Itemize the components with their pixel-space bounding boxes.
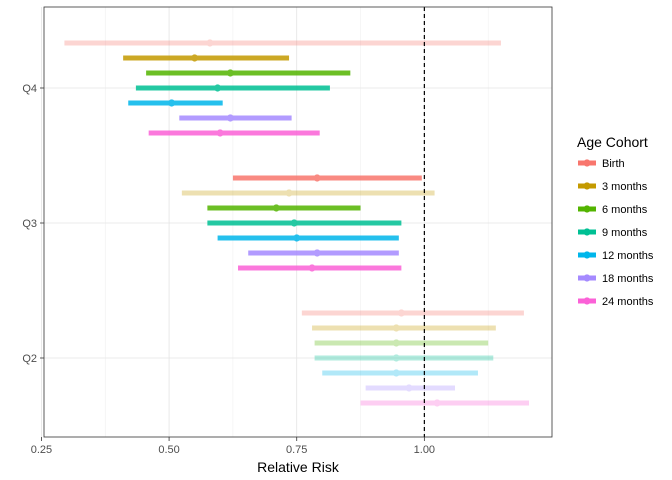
ci-24-months-q4 (148, 129, 320, 137)
ci-6-months-q4 (146, 69, 351, 77)
ci-24-months-q2 (360, 399, 530, 407)
estimate-point (206, 39, 214, 47)
estimate-point (308, 264, 316, 272)
x-tick-labels: 0.25 0.50 0.75 1.00 (31, 444, 435, 456)
legend-key-point (583, 274, 591, 282)
ci-9-months-q2 (314, 354, 494, 362)
data-marks (64, 39, 530, 407)
estimate-point (213, 84, 222, 92)
x-tick-label: 0.25 (31, 444, 52, 456)
ci-18-months-q2 (365, 384, 455, 392)
legend-label: 9 months (602, 227, 648, 239)
estimate-point (285, 189, 293, 197)
legend-title: Age Cohort (577, 134, 648, 150)
legend-label: 6 months (602, 204, 648, 216)
ci-12-months-q2 (322, 369, 478, 377)
ci-3-months-q3 (181, 189, 435, 197)
ci-12-months-q3 (217, 234, 399, 242)
legend: Age Cohort Birth 3 months 6 months 9 months… (577, 134, 654, 308)
estimate-point (191, 54, 199, 62)
legend-label: 24 months (602, 296, 654, 308)
estimate-point (392, 369, 400, 377)
legend-key-point (583, 251, 591, 259)
legend-label: 12 months (602, 250, 654, 262)
estimate-point (392, 324, 400, 332)
panel-border (43, 6, 553, 438)
ci-24-months-q3 (238, 264, 402, 272)
x-axis-title: Relative Risk (257, 459, 340, 475)
axis-ticks (40, 87, 425, 441)
legend-item: 24 months (578, 296, 654, 308)
ci-18-months-q3 (248, 249, 399, 257)
ci-birth-q3 (232, 174, 422, 182)
ci-6-months-q2 (314, 339, 489, 347)
estimate-point (226, 114, 234, 122)
y-tick-label: Q4 (22, 83, 37, 95)
legend-items: Birth 3 months 6 months 9 months 12 months 18… (578, 158, 654, 308)
legend-item: 9 months (578, 227, 648, 239)
legend-key-point (583, 205, 591, 213)
estimate-point (313, 174, 321, 182)
estimate-point (392, 354, 400, 362)
estimate-point (313, 249, 321, 257)
legend-key-point (583, 297, 591, 305)
ci-3-months-q2 (312, 324, 496, 332)
x-tick-label: 0.50 (158, 444, 179, 456)
estimate-point (405, 384, 413, 392)
estimate-point (397, 309, 405, 317)
x-tick-label: 0.75 (286, 444, 307, 456)
estimate-point (290, 219, 298, 227)
ci-9-months-q3 (207, 219, 402, 227)
y-tick-label: Q3 (22, 218, 37, 230)
ci-12-months-q4 (128, 99, 223, 107)
ci-18-months-q4 (179, 114, 292, 122)
legend-item: 3 months (578, 181, 648, 193)
legend-label: 3 months (602, 181, 648, 193)
legend-item: 18 months (578, 273, 654, 285)
legend-item: 12 months (578, 250, 654, 262)
estimate-point (293, 234, 301, 242)
estimate-point (392, 339, 400, 347)
ci-9-months-q4 (135, 84, 330, 92)
estimate-point (433, 399, 441, 407)
ci-birth-q2 (301, 309, 524, 317)
ci-3-months-q4 (123, 54, 290, 62)
legend-item: 6 months (578, 204, 648, 216)
legend-label: 18 months (602, 273, 654, 285)
estimate-point (226, 69, 234, 77)
y-tick-labels: Q4 Q3 Q2 (22, 83, 37, 365)
legend-label: Birth (602, 158, 625, 170)
estimate-point (216, 129, 224, 137)
ci-birth-q4 (64, 39, 501, 47)
legend-key-point (583, 228, 591, 236)
legend-key-point (583, 182, 591, 190)
x-tick-label: 1.00 (414, 444, 435, 456)
y-tick-label: Q2 (22, 353, 37, 365)
ci-6-months-q3 (207, 204, 361, 212)
legend-key-point (583, 159, 591, 167)
legend-item: Birth (578, 158, 625, 170)
estimate-point (272, 204, 280, 212)
estimate-point (168, 99, 176, 107)
